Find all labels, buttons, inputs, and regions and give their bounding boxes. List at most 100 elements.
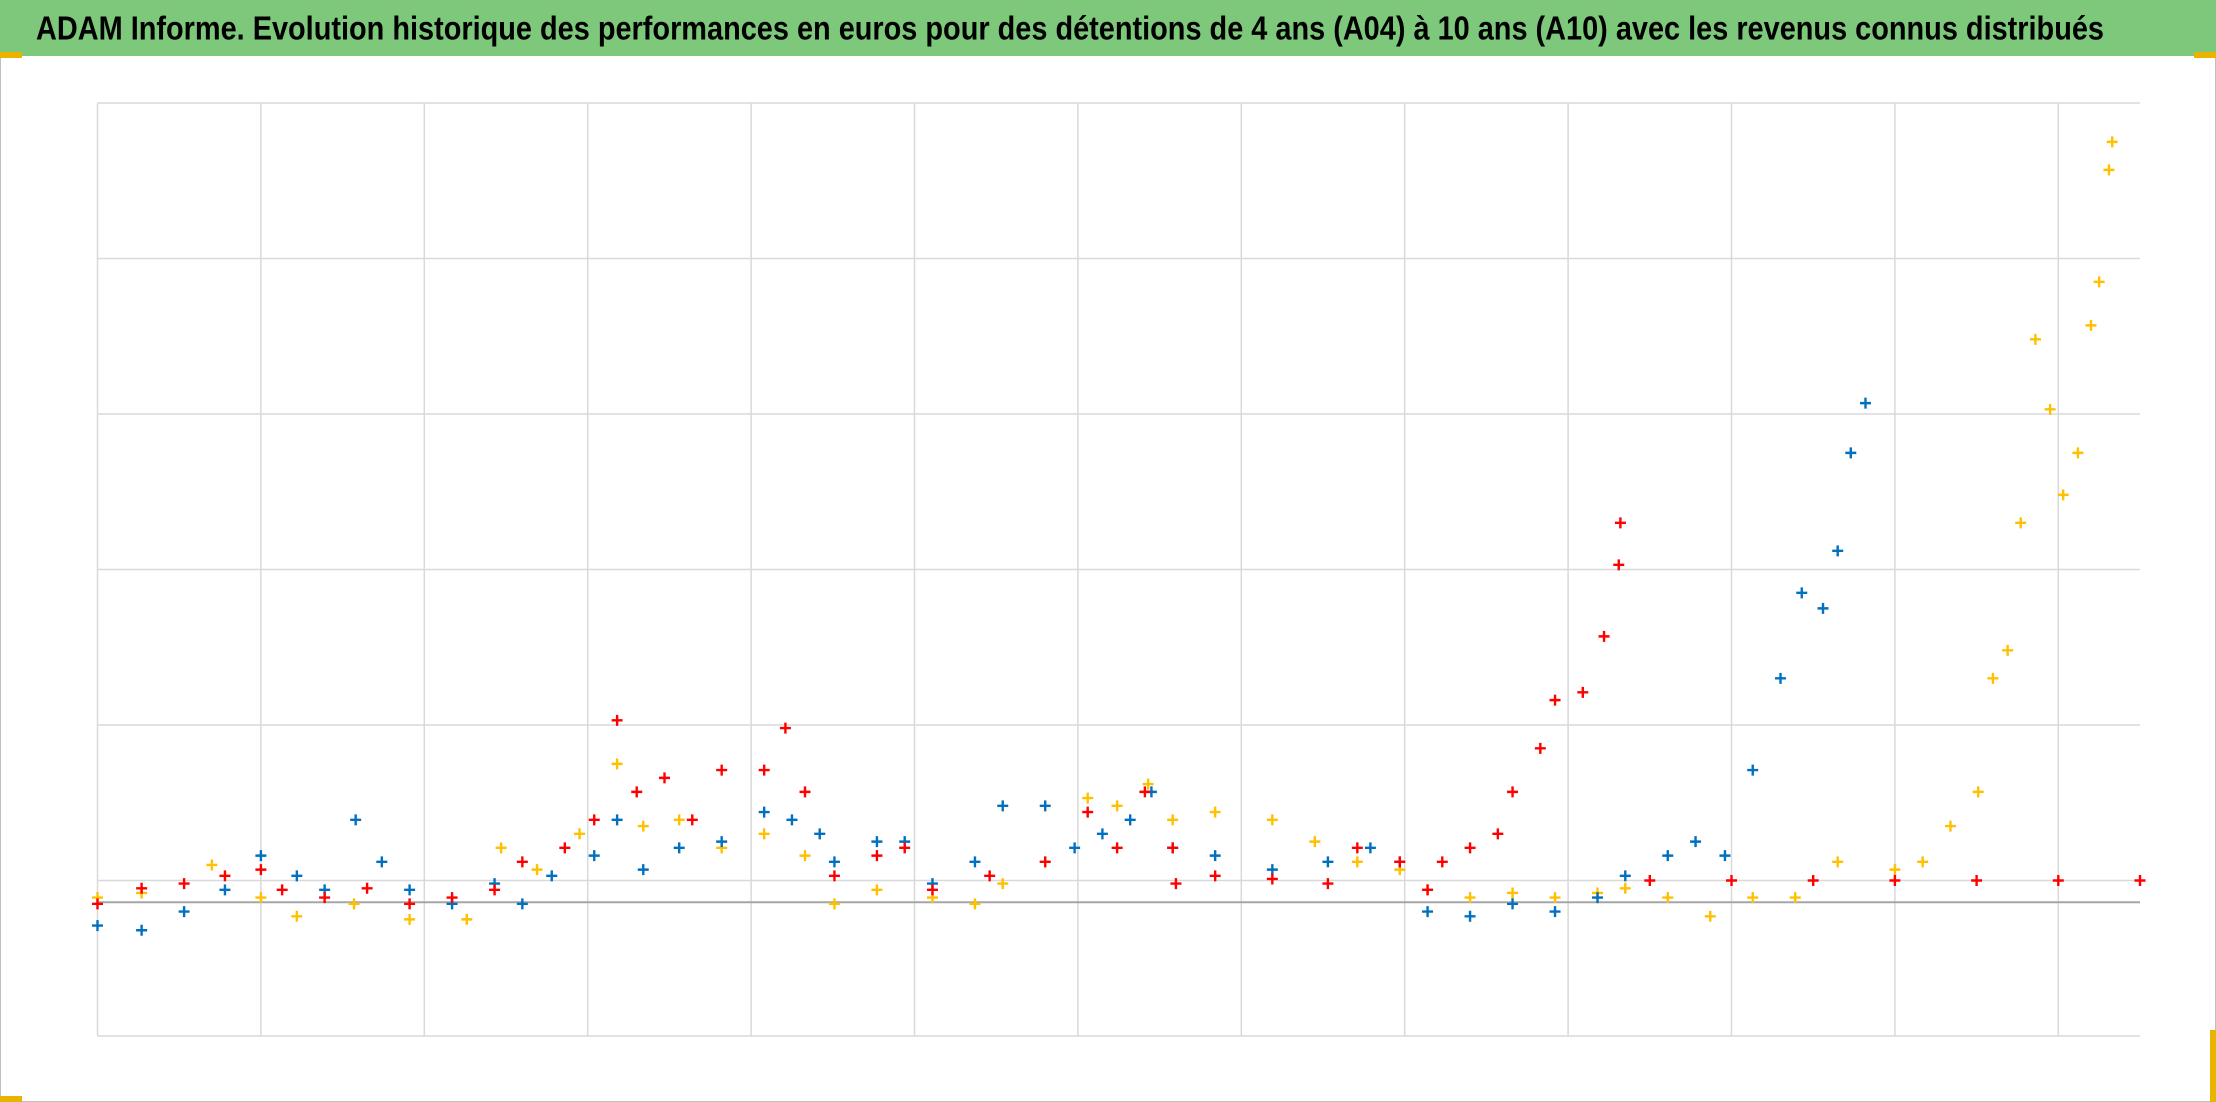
- point: [1613, 559, 1625, 571]
- point: [350, 814, 362, 826]
- point: [686, 814, 698, 826]
- point: [997, 800, 1009, 812]
- point: [1917, 856, 1929, 868]
- point: [658, 772, 670, 784]
- point: [495, 842, 507, 854]
- point: [1987, 672, 1999, 684]
- point: [814, 828, 826, 840]
- point: [516, 898, 528, 910]
- point: [1039, 800, 1051, 812]
- point: [255, 864, 267, 876]
- point: [2052, 875, 2064, 886]
- point: [1549, 906, 1561, 918]
- point: [1662, 850, 1674, 862]
- point: [404, 898, 416, 910]
- point: [136, 882, 148, 894]
- point: [1167, 842, 1179, 854]
- point: [1704, 910, 1716, 922]
- point: [1747, 764, 1759, 776]
- point: [1364, 842, 1376, 854]
- point: [1859, 397, 1871, 409]
- point: [1619, 870, 1631, 882]
- point: [1944, 820, 1956, 832]
- point: [1209, 870, 1221, 882]
- point: [899, 842, 911, 854]
- corner-mark: [2194, 52, 2216, 58]
- point: [1351, 856, 1363, 868]
- point: [673, 814, 685, 826]
- point: [1690, 836, 1702, 848]
- point: [1507, 898, 1519, 910]
- point: [758, 806, 770, 818]
- point: [1096, 828, 1108, 840]
- point: [1889, 875, 1901, 886]
- point: [1845, 447, 1857, 459]
- point: [1889, 864, 1901, 876]
- point: [1422, 906, 1434, 918]
- point: [1789, 892, 1801, 904]
- point: [219, 870, 231, 882]
- point: [1436, 856, 1448, 868]
- point: [2134, 875, 2146, 886]
- point: [531, 864, 543, 876]
- point: [871, 884, 883, 896]
- point: [2002, 644, 2014, 656]
- point: [1614, 517, 1626, 529]
- point: [2029, 333, 2041, 345]
- point: [319, 892, 331, 904]
- point: [1322, 878, 1334, 890]
- point: [1747, 892, 1759, 904]
- point: [1142, 778, 1154, 790]
- point: [446, 892, 458, 904]
- point: [376, 856, 388, 868]
- point: [1549, 694, 1561, 706]
- plot-area: [92, 136, 2146, 936]
- point: [1309, 836, 1321, 848]
- point: [1266, 873, 1278, 885]
- point: [219, 884, 231, 896]
- point: [516, 856, 528, 868]
- point: [779, 722, 791, 734]
- point: [291, 910, 303, 922]
- point: [1464, 842, 1476, 854]
- point: [1209, 850, 1221, 862]
- point: [178, 878, 190, 890]
- point: [799, 786, 811, 798]
- point: [404, 913, 416, 925]
- point: [673, 842, 685, 854]
- point: [1796, 587, 1808, 599]
- point: [611, 814, 623, 826]
- point: [1598, 630, 1610, 642]
- point: [1832, 545, 1844, 557]
- point: [178, 906, 190, 918]
- point: [1662, 892, 1674, 904]
- point: [1139, 786, 1151, 798]
- point: [1167, 814, 1179, 826]
- point: [2057, 489, 2069, 501]
- point: [1775, 672, 1787, 684]
- point: [461, 913, 473, 925]
- title-bar: [0, 0, 2216, 56]
- point: [136, 924, 148, 936]
- point: [786, 814, 798, 826]
- point: [291, 870, 303, 882]
- point: [559, 842, 571, 854]
- point: [1266, 814, 1278, 826]
- point: [611, 758, 623, 770]
- point: [799, 850, 811, 862]
- point: [1726, 875, 1737, 886]
- point: [2072, 447, 2084, 459]
- point: [361, 882, 373, 894]
- point: [588, 850, 600, 862]
- point: [276, 884, 288, 896]
- point: [1039, 856, 1051, 868]
- point: [1111, 842, 1123, 854]
- point: [1464, 892, 1476, 904]
- chart-title: ADAM Informe. Evolution historique des p…: [36, 10, 2104, 47]
- point: [255, 892, 267, 904]
- point: [255, 850, 267, 862]
- point: [1644, 875, 1656, 886]
- point: [1351, 842, 1363, 854]
